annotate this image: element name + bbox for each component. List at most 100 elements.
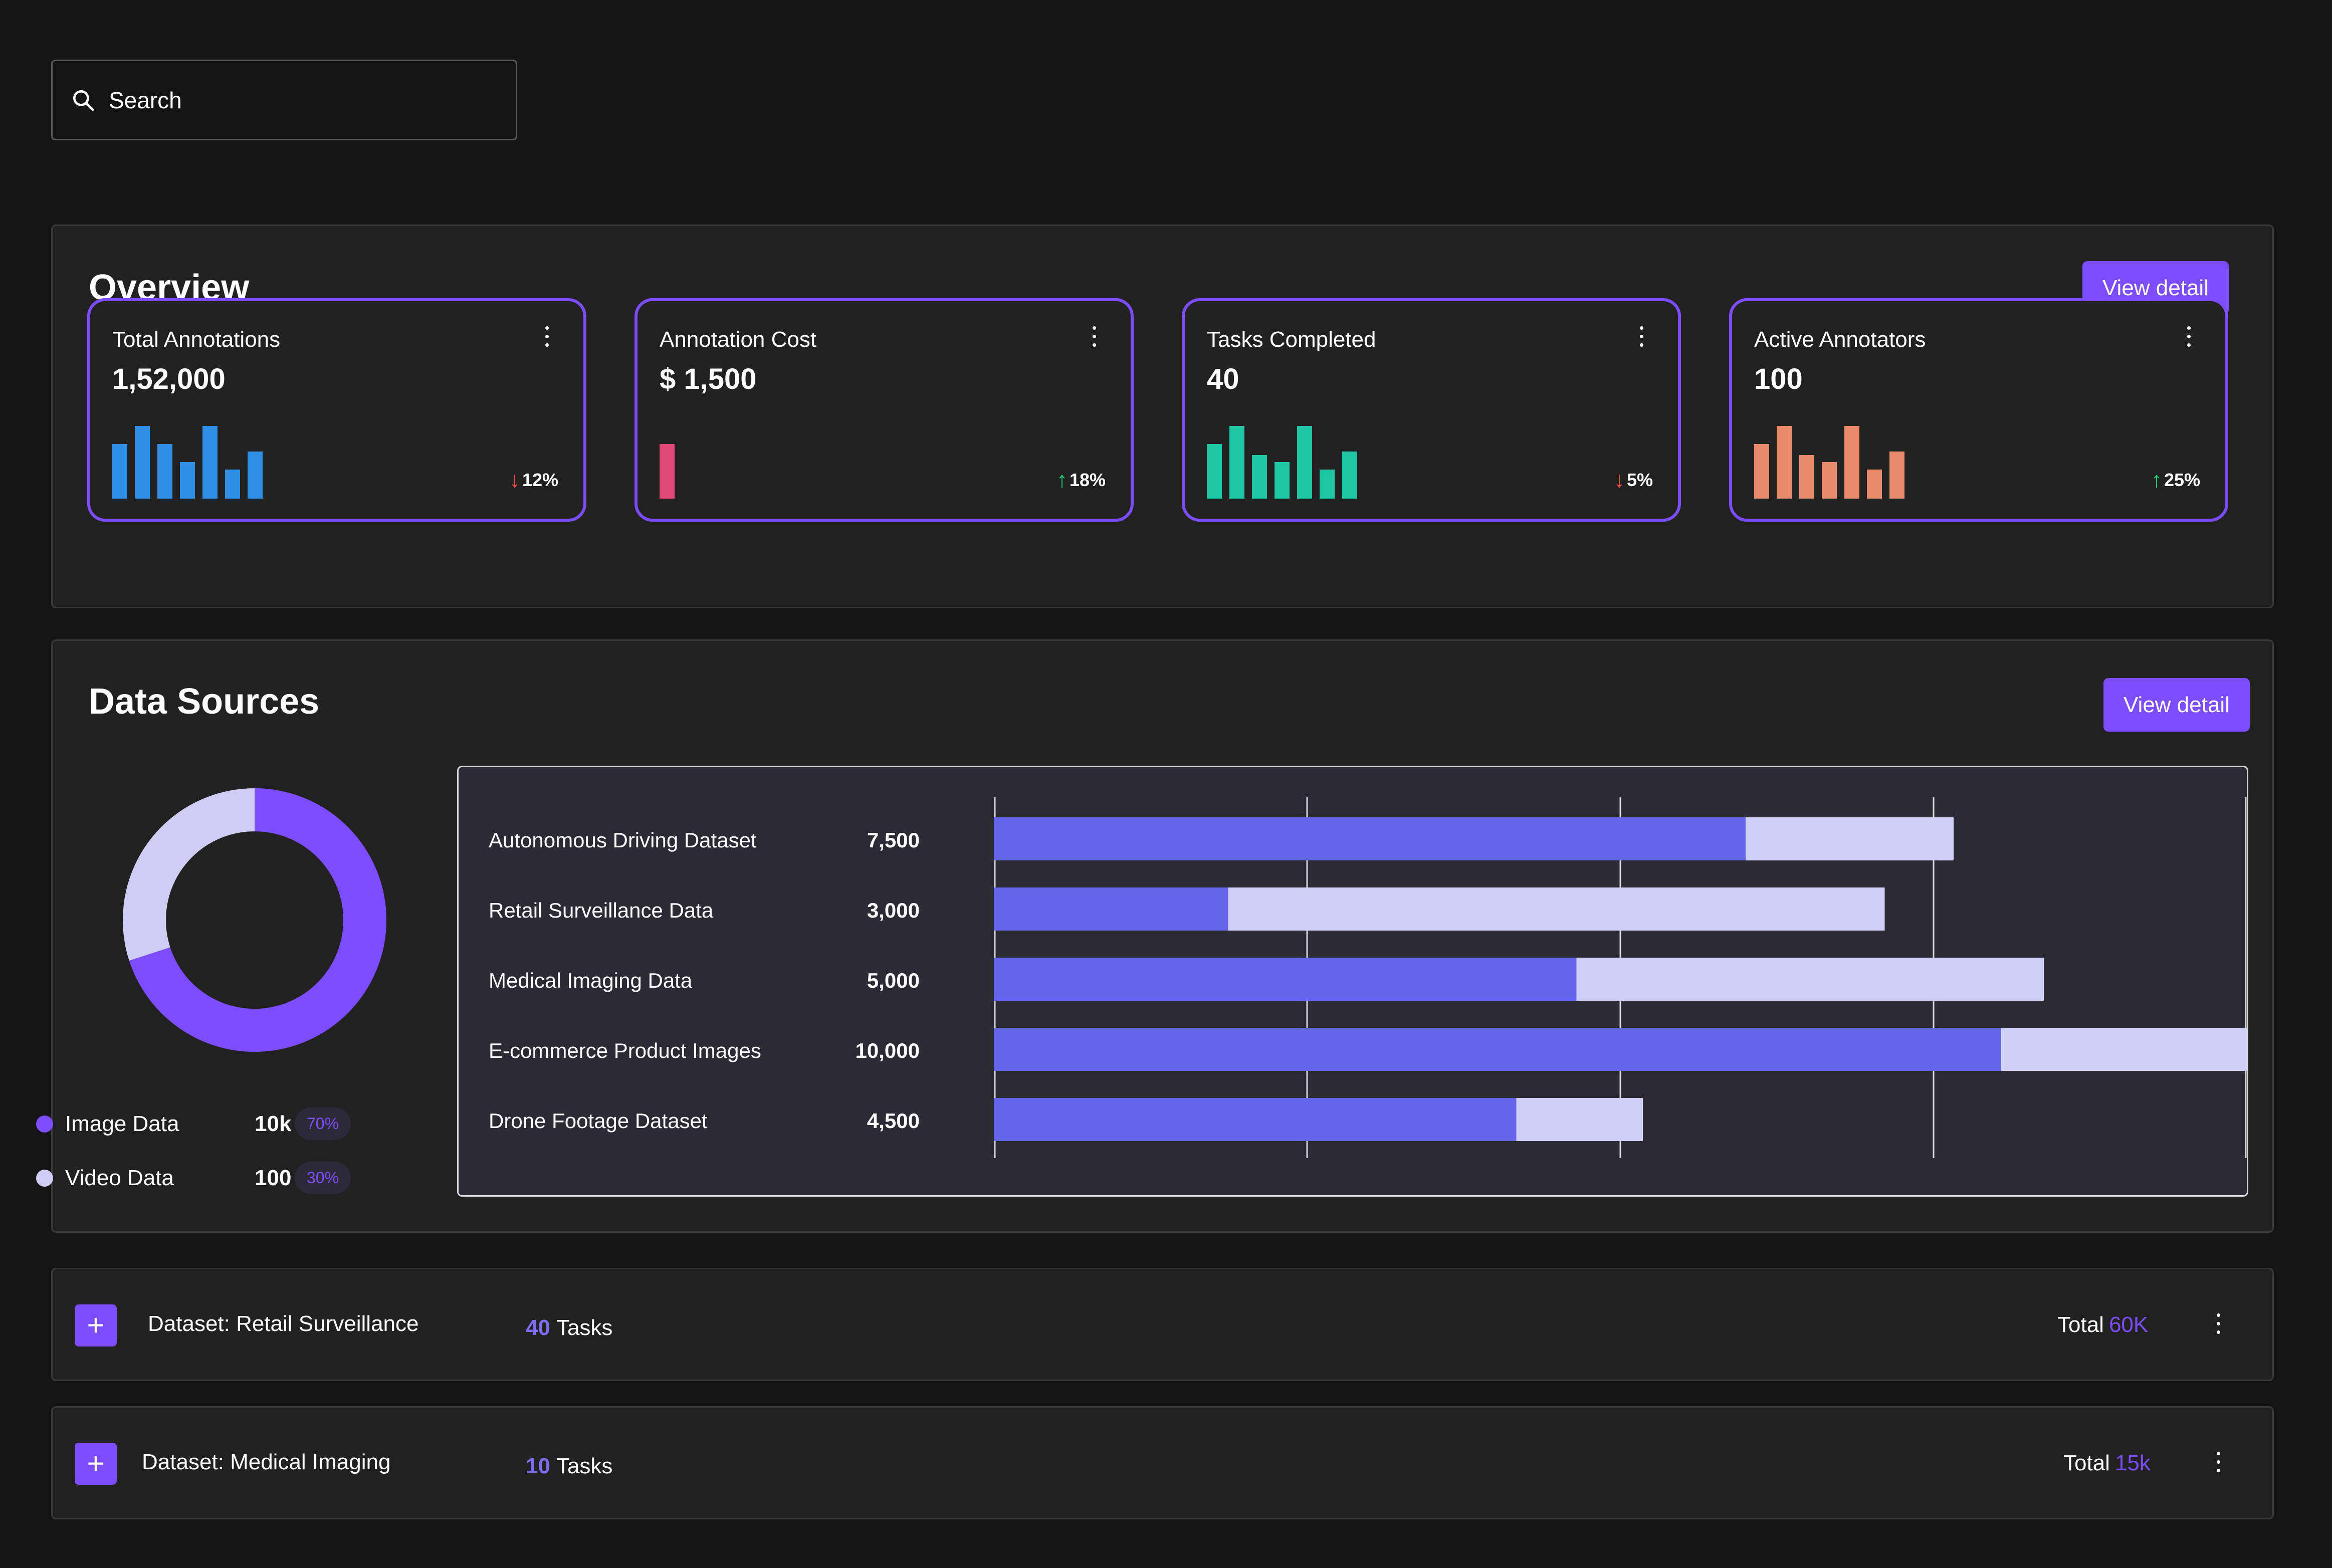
bar-value-label: 7,500 xyxy=(867,828,920,852)
data-sources-view-detail-button[interactable]: View detail xyxy=(2103,678,2250,732)
bar-category-label: Medical Imaging Data xyxy=(489,969,693,992)
arrow-down-icon: ↓ xyxy=(509,468,520,492)
metric-card-tasks-completed[interactable]: Tasks Completed 40 ↓ 5% xyxy=(1182,298,1681,522)
sparkline-chart xyxy=(660,423,682,499)
delta-badge: ↓ 5% xyxy=(1613,468,1653,492)
sparkline-bar xyxy=(1822,462,1837,499)
task-row-retail-surveillance[interactable]: + Dataset: Retail Surveillance 40 Tasks T… xyxy=(51,1268,2274,1381)
more-options-icon[interactable] xyxy=(1087,326,1102,356)
metric-card-total-annotations[interactable]: Total Annotations 1,52,000 ↓ 12% xyxy=(87,298,586,522)
sparkline-bar xyxy=(1889,452,1904,499)
bar-plot-area xyxy=(994,797,2247,1158)
sparkline-bar xyxy=(225,470,240,499)
sparkline-bar xyxy=(1799,455,1814,499)
bar-value-label: 5,000 xyxy=(867,969,920,992)
data-sources-title: Data Sources xyxy=(89,682,320,722)
task-total: Total 60K xyxy=(2057,1312,2149,1337)
more-options-icon[interactable] xyxy=(539,326,554,356)
bar-category-label: Drone Footage Dataset xyxy=(489,1109,708,1133)
more-options-icon[interactable] xyxy=(2213,1452,2223,1482)
sparkline-bar xyxy=(180,462,195,499)
dataset-name: Dataset: Retail Surveillance xyxy=(148,1311,419,1336)
bar-segment xyxy=(994,1098,1517,1141)
sparkline-bar xyxy=(1275,462,1290,499)
bar-segment xyxy=(1746,817,1954,860)
sparkline-chart xyxy=(112,423,270,499)
metric-value: 100 xyxy=(1754,363,1803,395)
bar-category-label: Retail Surveillance Data xyxy=(489,899,714,922)
metric-value: 40 xyxy=(1207,363,1239,395)
expand-plus-button[interactable]: + xyxy=(75,1304,117,1347)
sparkline-bar xyxy=(1777,426,1792,499)
task-count: 10 Tasks xyxy=(526,1454,613,1478)
bar-category-label: E-commerce Product Images xyxy=(489,1039,761,1062)
arrow-up-icon: ↑ xyxy=(2151,468,2162,492)
legend-dot xyxy=(36,1115,53,1133)
more-options-icon[interactable] xyxy=(1634,326,1649,356)
sparkline-chart xyxy=(1207,423,1365,499)
sparkline-bar xyxy=(112,444,127,499)
legend-name: Video Data xyxy=(65,1165,174,1190)
delta-badge: ↑ 25% xyxy=(2151,468,2200,492)
metric-card-annotation-cost[interactable]: Annotation Cost $ 1,500 ↑ 18% xyxy=(634,298,1134,522)
legend-item-image-data: Image Data 10k 70% xyxy=(36,1107,351,1140)
arrow-up-icon: ↑ xyxy=(1056,468,1068,492)
sparkline-bar xyxy=(1754,444,1769,499)
dataset-name: Dataset: Medical Imaging xyxy=(142,1450,391,1474)
legend-name: Image Data xyxy=(65,1111,179,1136)
sparkline-bar xyxy=(1844,426,1859,499)
sparkline-bar xyxy=(1867,470,1882,499)
legend-dot xyxy=(36,1169,53,1187)
bar-segment xyxy=(994,887,1228,931)
bar-segment xyxy=(2001,1028,2247,1071)
legend-value: 10k xyxy=(255,1111,292,1136)
sparkline-bar xyxy=(157,444,172,499)
metric-label: Total Annotations xyxy=(112,327,281,352)
sparkline-bar xyxy=(1207,444,1222,499)
delta-badge: ↑ 18% xyxy=(1056,468,1106,492)
legend-value: 100 xyxy=(255,1165,292,1190)
sparkline-bar xyxy=(135,426,150,499)
bar-value-label: 10,000 xyxy=(855,1039,920,1062)
metric-label: Tasks Completed xyxy=(1207,327,1376,352)
metric-label: Active Annotators xyxy=(1754,327,1926,352)
delta-badge: ↓ 12% xyxy=(509,468,558,492)
donut-chart xyxy=(123,788,386,1052)
bar-segment xyxy=(994,817,1746,860)
legend-percent-badge: 30% xyxy=(295,1162,351,1194)
expand-plus-button[interactable]: + xyxy=(75,1443,117,1485)
bar-value-label: 4,500 xyxy=(867,1109,920,1133)
legend-item-video-data: Video Data 100 30% xyxy=(36,1162,351,1194)
data-sources-bar-chart: Autonomous Driving Dataset 7,500 Retail … xyxy=(457,766,2248,1197)
sparkline-bar xyxy=(1320,470,1335,499)
bar-value-label: 3,000 xyxy=(867,899,920,922)
sparkline-bar xyxy=(202,426,218,499)
bar-segment xyxy=(1516,1098,1643,1141)
bar-segment xyxy=(994,958,1577,1001)
legend-percent-badge: 70% xyxy=(295,1107,351,1140)
arrow-down-icon: ↓ xyxy=(1613,468,1625,492)
bar-segment xyxy=(1228,887,1885,931)
metric-card-active-annotators[interactable]: Active Annotators 100 ↑ 25% xyxy=(1729,298,2228,522)
task-total: Total 15k xyxy=(2063,1451,2151,1475)
sparkline-bar xyxy=(248,452,263,499)
more-options-icon[interactable] xyxy=(2213,1313,2223,1343)
metric-value: $ 1,500 xyxy=(660,363,757,395)
sparkline-bar xyxy=(660,444,675,499)
task-count: 40 Tasks xyxy=(526,1315,613,1340)
donut-slice xyxy=(123,788,386,1052)
bar-segment xyxy=(1576,958,2044,1001)
sparkline-bar xyxy=(1229,426,1244,499)
task-row-medical-imaging[interactable]: + Dataset: Medical Imaging 10 Tasks Total… xyxy=(51,1406,2274,1519)
metric-value: 1,52,000 xyxy=(112,363,226,395)
bar-segment xyxy=(994,1028,2001,1071)
sparkline-bar xyxy=(1297,426,1312,499)
search-box[interactable] xyxy=(51,60,517,140)
search-icon xyxy=(73,90,94,111)
metric-label: Annotation Cost xyxy=(660,327,817,352)
bar-category-label: Autonomous Driving Dataset xyxy=(489,828,757,852)
sparkline-chart xyxy=(1754,423,1912,499)
search-input[interactable] xyxy=(109,86,510,114)
sparkline-bar xyxy=(1252,455,1267,499)
more-options-icon[interactable] xyxy=(2181,326,2196,356)
